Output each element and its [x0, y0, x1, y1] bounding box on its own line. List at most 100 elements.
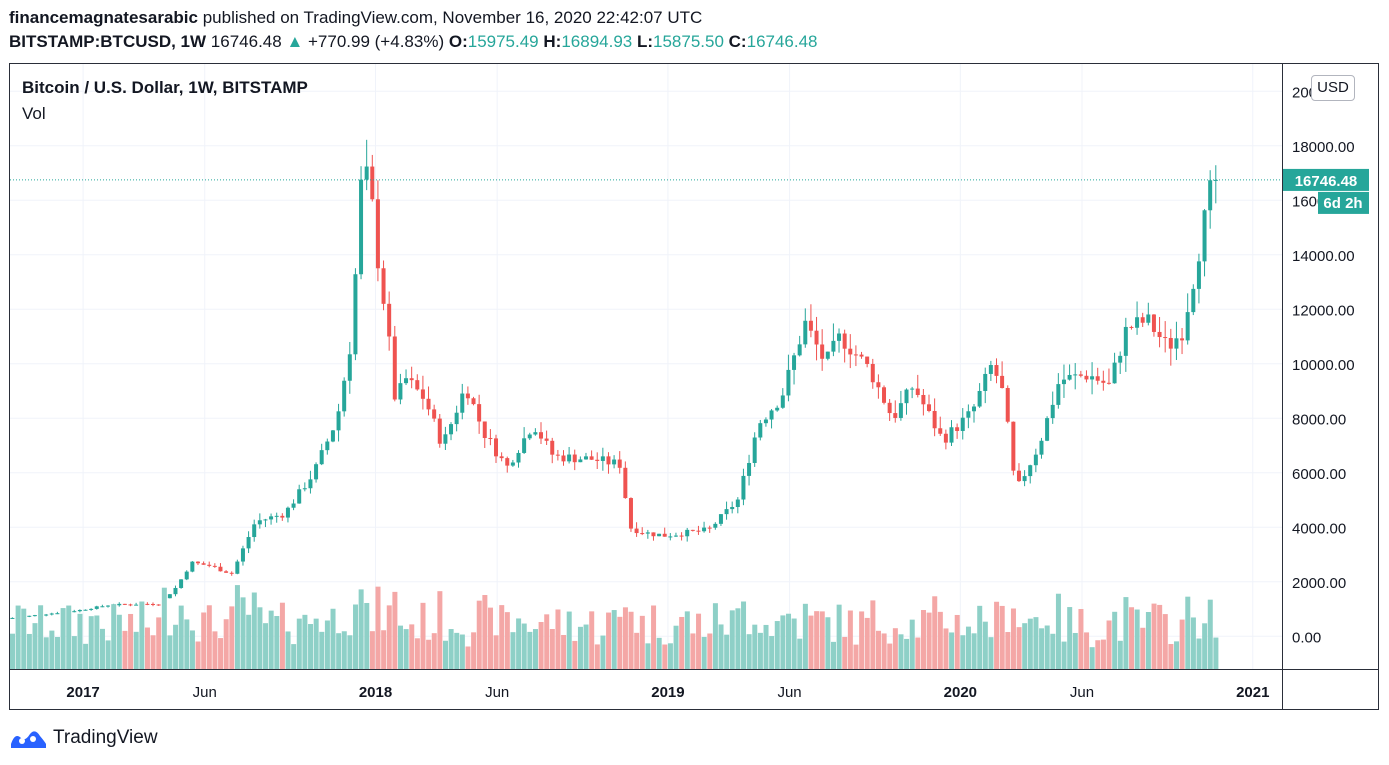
chart-canvas[interactable]: 0.00 2000.00 4000.00 6000.00 8000.00 10000.00… — [10, 64, 1378, 709]
candle-body — [567, 454, 572, 462]
candle-body — [195, 561, 200, 564]
candle-body — [437, 418, 442, 444]
candle-body — [291, 503, 296, 508]
volume-bar — [864, 617, 870, 669]
low-label: L: — [636, 32, 654, 51]
volume-bar — [1010, 608, 1016, 669]
close-value: 16746.48 — [746, 32, 818, 51]
volume-bar — [454, 632, 460, 669]
volume-bar — [769, 636, 775, 669]
volume-bar — [1196, 638, 1202, 669]
candle-body — [297, 489, 302, 504]
volume-bar — [234, 585, 240, 669]
candle-body — [117, 603, 122, 606]
volume-bar — [1112, 611, 1118, 669]
volume-bar — [949, 632, 955, 669]
close-label: C: — [728, 32, 747, 51]
candle-body — [336, 411, 341, 431]
candle-body — [319, 450, 324, 465]
candle-body — [257, 520, 262, 525]
currency-button[interactable]: USD — [1311, 75, 1355, 101]
candle-body — [105, 605, 110, 607]
candle-body — [1033, 454, 1038, 466]
volume-bar — [32, 623, 38, 669]
volume-bar — [381, 630, 387, 669]
candle-body — [1185, 312, 1190, 341]
candle-body — [449, 424, 454, 435]
volume-bar — [853, 644, 859, 669]
candle-body — [730, 507, 735, 510]
candle-body — [1112, 362, 1117, 384]
volume-bar — [611, 610, 617, 669]
volume-bar — [729, 610, 735, 669]
volume-bar — [566, 611, 572, 669]
candle-body — [1028, 465, 1033, 477]
volume-bar — [735, 608, 741, 669]
author-name[interactable]: financemagnatesarabic — [9, 8, 198, 27]
candle-body — [1005, 388, 1010, 422]
tradingview-brand[interactable]: TradingView — [53, 727, 158, 748]
volume-bar — [459, 634, 465, 669]
candle-body — [398, 383, 403, 400]
candle-body — [420, 389, 425, 399]
volume-bar — [49, 630, 55, 669]
candle-body — [83, 609, 88, 611]
candle-body — [218, 566, 223, 572]
candle-body — [443, 434, 448, 444]
candle-body — [240, 548, 245, 562]
candle-body — [538, 432, 543, 439]
candle-body — [623, 467, 628, 499]
x-tick-label: Jun — [485, 684, 509, 701]
volume-bar — [386, 605, 392, 669]
candle-body — [741, 475, 746, 500]
volume-bar — [1185, 596, 1191, 669]
candle-body — [612, 459, 617, 465]
volume-bar — [521, 623, 527, 669]
volume-bar — [881, 633, 887, 669]
volume-bar — [105, 640, 111, 669]
volume-bar — [915, 637, 921, 669]
volume-bar — [420, 602, 426, 669]
chart-header: financemagnatesarabic published on Tradi… — [9, 6, 1379, 54]
volume-bar — [999, 605, 1005, 669]
volume-bar — [1190, 617, 1196, 669]
volume-bar — [583, 624, 589, 669]
volume-bar — [375, 586, 381, 669]
candle-body — [184, 571, 189, 580]
volume-bar — [26, 633, 32, 669]
volume-bar — [201, 612, 207, 669]
volume-bar — [1022, 623, 1028, 669]
volume-bar — [1202, 623, 1208, 669]
volume-bar — [994, 601, 1000, 669]
candle-body — [544, 438, 549, 441]
candle-body — [27, 615, 32, 617]
candle-body — [246, 537, 251, 549]
volume-bar — [1157, 604, 1163, 669]
candle-body — [173, 587, 178, 595]
candle-body — [668, 536, 673, 538]
x-tick-label: Jun — [777, 684, 801, 701]
volume-bar — [1213, 637, 1219, 669]
candle-body — [1050, 404, 1055, 419]
candle-body — [212, 565, 217, 567]
volume-bar — [504, 612, 510, 669]
volume-bar — [1055, 593, 1061, 669]
tradingview-logo-icon[interactable] — [9, 727, 47, 749]
candle-body — [628, 498, 633, 529]
volume-bar — [139, 601, 145, 669]
volume-bar — [71, 636, 77, 669]
candle-body — [32, 615, 37, 617]
volume-bar — [561, 634, 567, 669]
candle-body — [572, 454, 577, 463]
candle-body — [679, 535, 684, 537]
volume-bar — [218, 638, 224, 669]
candle-body — [707, 527, 712, 529]
volume-bar — [892, 628, 898, 669]
chart-frame[interactable]: 0.00 2000.00 4000.00 6000.00 8000.00 10000.00… — [9, 63, 1379, 710]
candle-body — [1163, 337, 1168, 339]
last-price: 16746.48 — [210, 32, 282, 51]
volume-bar — [99, 628, 105, 669]
candle-body — [454, 412, 459, 425]
candle-body — [482, 421, 487, 438]
volume-bar — [313, 618, 319, 669]
